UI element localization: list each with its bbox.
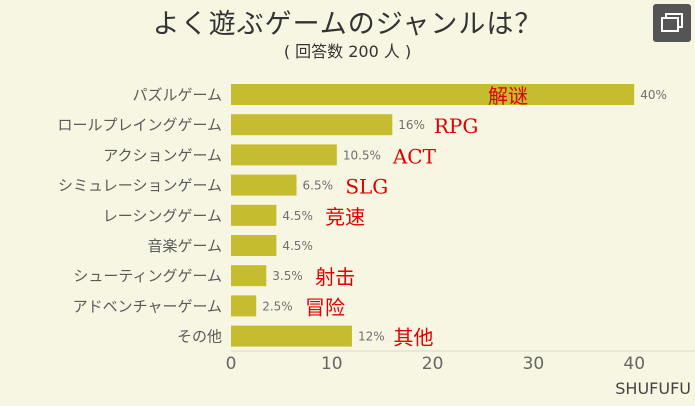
x-tick-label: 40 <box>623 354 645 374</box>
value-label: 6.5% <box>303 179 334 193</box>
bar <box>231 325 352 347</box>
bar <box>231 84 635 105</box>
category-label: シミュレーションゲーム <box>58 177 222 195</box>
chart-subtitle: ( 回答数 200 人 ) <box>283 42 412 61</box>
bar <box>231 114 393 136</box>
annotation-label: 射击 <box>315 265 355 289</box>
bar <box>231 295 257 317</box>
share-window-button[interactable] <box>653 4 691 42</box>
x-tick-label: 20 <box>422 354 444 374</box>
value-label: 16% <box>398 118 425 132</box>
annotation-label: 竞速 <box>325 205 365 229</box>
bar <box>231 204 277 226</box>
share-window-icon <box>661 13 683 32</box>
value-label: 2.5% <box>262 299 293 313</box>
x-tick-label: 0 <box>226 354 237 374</box>
category-label: シューティングゲーム <box>73 267 222 285</box>
annotation-label: RPG <box>434 114 479 138</box>
category-label: アドベンチャーゲーム <box>73 297 222 315</box>
category-label: レーシングゲーム <box>103 207 222 225</box>
value-label: 40% <box>640 88 667 102</box>
x-tick-label: 30 <box>523 354 545 374</box>
brand-logo-text: SHUFUFU <box>615 379 691 398</box>
bar <box>231 144 337 166</box>
category-label: アクションゲーム <box>103 146 222 164</box>
category-label: その他 <box>177 328 222 346</box>
bar <box>231 265 267 287</box>
annotation-label: 冒险 <box>305 295 345 319</box>
x-tick-label: 10 <box>321 354 343 374</box>
category-label: 音楽ゲーム <box>147 237 222 255</box>
annotation-label: ACT <box>392 144 437 168</box>
annotation-label: 解谜 <box>488 84 528 108</box>
value-label: 4.5% <box>282 209 313 223</box>
value-label: 4.5% <box>282 239 313 253</box>
value-label: 10.5% <box>343 148 381 162</box>
category-label: ロールプレイングゲーム <box>57 116 222 134</box>
chart-title: よく遊ぶゲームのジャンルは？ <box>152 9 543 40</box>
value-label: 12% <box>358 330 385 344</box>
bar <box>231 235 277 256</box>
bar <box>231 174 297 196</box>
annotation-label: SLG <box>345 175 388 199</box>
value-label: 3.5% <box>272 269 303 283</box>
annotation-label: 其他 <box>394 326 434 350</box>
category-label: パズルゲーム <box>132 86 222 104</box>
